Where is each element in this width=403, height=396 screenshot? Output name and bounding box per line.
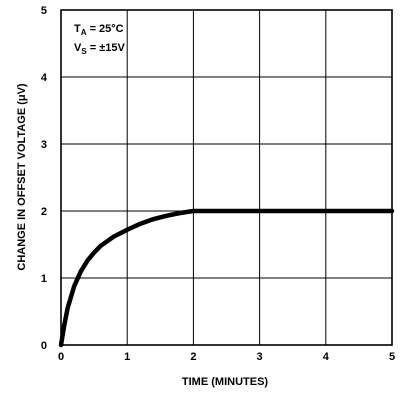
x-tick-label: 2 (190, 351, 196, 363)
grid-lines (61, 10, 392, 345)
annotation-ta-value: = 25°C (87, 23, 124, 35)
annotation-vs-sub: S (81, 47, 87, 56)
x-tick-label: 1 (124, 351, 130, 363)
x-axis-label: TIME (MINUTES) (182, 376, 268, 388)
y-tick-label: 5 (41, 5, 47, 17)
annotation-ta: TA = 25°C (74, 23, 124, 37)
x-tick-label: 0 (58, 351, 64, 363)
y-tick-label: 1 (41, 273, 47, 285)
y-tick-label: 3 (41, 139, 47, 151)
annotation-vs-value: = ±15V (87, 42, 126, 54)
annotation-ta-main: T (74, 23, 81, 35)
annotation-vs: VS = ±15V (74, 42, 125, 56)
series-line-offset-voltage (58, 208, 395, 348)
x-tick-label: 3 (257, 351, 263, 363)
x-tick-label: 5 (389, 351, 395, 363)
annotation-ta-sub: A (81, 28, 87, 37)
y-axis-label: CHANGE IN OFFSET VOLTAGE (μV) (16, 83, 28, 271)
plot-border (60, 9, 393, 346)
y-tick-label: 4 (41, 72, 48, 84)
y-tick-label: 2 (41, 206, 47, 218)
y-tick-label: 0 (41, 340, 47, 352)
annotation-vs-main: V (74, 42, 82, 54)
x-tick-label: 4 (323, 351, 330, 363)
y-tick-labels: 0 1 2 3 4 5 (41, 5, 48, 352)
x-tick-labels: 0 1 2 3 4 5 (58, 351, 395, 363)
